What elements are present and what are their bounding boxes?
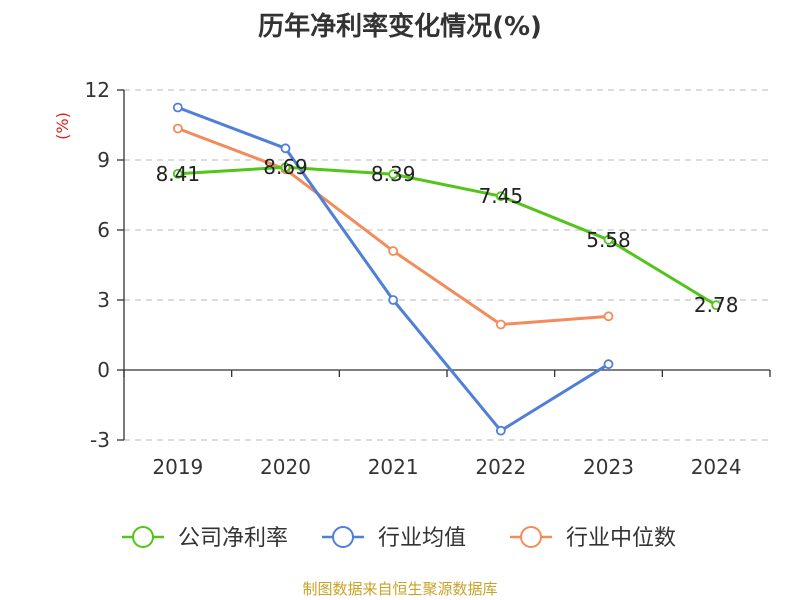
y-tick-label: 0: [97, 358, 110, 382]
x-tick-label: 2024: [691, 455, 742, 479]
y-tick-label: 9: [97, 148, 110, 172]
data-label: 5.58: [586, 228, 631, 252]
x-tick-label: 2019: [152, 455, 203, 479]
axes: -3 0 3 6 9 12 2019 2020 2021 2022 2023 2024: [85, 78, 771, 479]
y-tick-label: 12: [85, 78, 110, 102]
legend-marker: [332, 526, 354, 548]
data-point: [495, 191, 506, 202]
data-point: [495, 425, 506, 436]
series-line: [177, 106, 610, 433]
x-tick-label: 2020: [260, 455, 311, 479]
data-point: [388, 295, 399, 305]
data-label: 2.78: [694, 293, 739, 317]
data-point: [603, 359, 614, 370]
x-tick-label: 2021: [368, 455, 419, 479]
y-tick-label: 6: [97, 218, 110, 242]
data-label: 7.45: [479, 184, 524, 208]
grid-lines: [124, 89, 770, 441]
legend-marker: [520, 526, 542, 548]
y-tick-label: -3: [90, 428, 110, 452]
legend-label: 行业均值: [378, 526, 466, 551]
series-line: [177, 165, 717, 307]
y-unit-label: (%): [53, 112, 72, 140]
data-point: [495, 319, 506, 330]
source-note: 制图数据来自恒生聚源数据库: [302, 580, 498, 598]
data-point: [280, 143, 291, 154]
data-point: [603, 234, 614, 245]
data-label: 8.69: [263, 155, 308, 179]
y-tick-label: 3: [97, 288, 110, 312]
chart-title: 历年净利率变化情况(%): [258, 12, 542, 42]
data-label: 8.41: [156, 162, 201, 186]
data-point: [172, 123, 183, 134]
legend-label: 公司净利率: [178, 526, 288, 551]
data-point: [388, 169, 399, 180]
x-tick-label: 2022: [475, 455, 526, 479]
data-point: [711, 300, 722, 311]
data-point: [172, 168, 183, 179]
data-label: 8.39: [371, 162, 416, 186]
series-lines: [172, 102, 722, 436]
x-tick-label: 2023: [583, 455, 634, 479]
data-point: [388, 246, 399, 256]
data-point: [603, 311, 614, 322]
legend: 公司净利率 行业均值 行业中位数: [122, 526, 676, 551]
legend-label: 行业中位数: [566, 526, 676, 551]
data-point: [172, 102, 183, 113]
legend-marker: [132, 526, 154, 548]
data-point: [280, 162, 291, 173]
data-labels: 8.41 8.69 8.39 7.45 5.58 2.78: [156, 155, 739, 317]
